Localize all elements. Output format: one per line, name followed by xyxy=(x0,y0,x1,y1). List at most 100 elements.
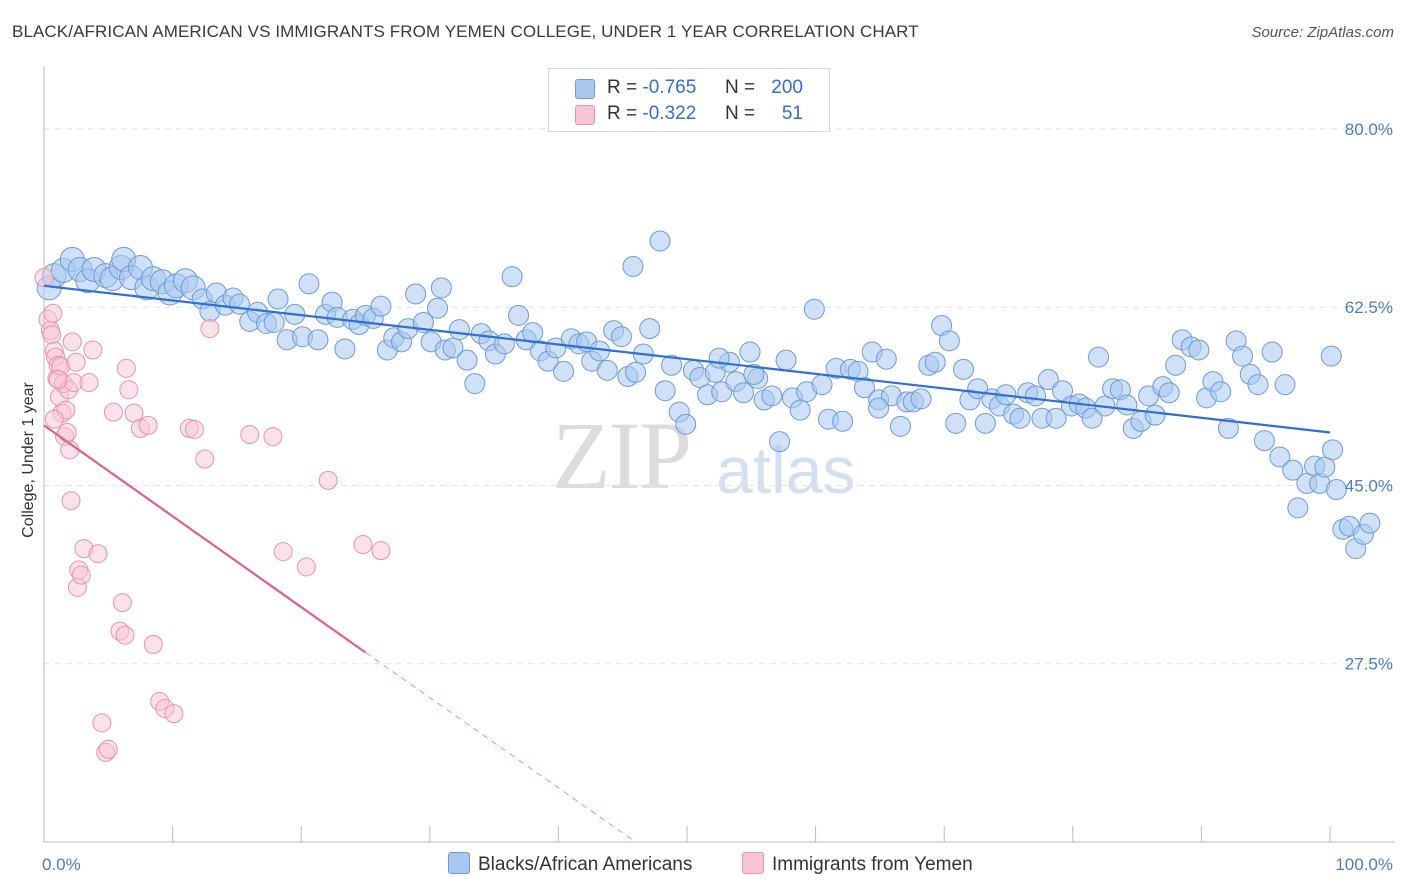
point-blacks xyxy=(1210,381,1232,403)
point-yemen xyxy=(42,325,62,345)
point-blacks xyxy=(622,255,644,277)
point-yemen xyxy=(164,704,184,724)
point-yemen xyxy=(184,419,204,439)
point-blacks xyxy=(739,341,761,363)
point-yemen xyxy=(83,340,103,360)
point-blacks xyxy=(464,373,486,395)
point-blacks xyxy=(1088,346,1110,368)
point-blacks xyxy=(267,288,289,310)
tick-labels: 80.0% 62.5% 45.0% 27.5% 0.0% 100.0% College, U… xyxy=(20,120,1393,874)
series-yemen-points xyxy=(34,268,391,762)
legend-r-value: -0.765 xyxy=(642,77,697,98)
point-yemen xyxy=(66,352,86,372)
point-blacks xyxy=(1261,341,1283,363)
point-blacks xyxy=(910,388,932,410)
point-blacks xyxy=(974,412,996,434)
point-blacks xyxy=(1144,404,1166,426)
point-yemen xyxy=(273,542,293,562)
trend-line-blacks xyxy=(43,284,1331,434)
legend-n-label: N = xyxy=(725,103,756,124)
legend-r-value: -0.322 xyxy=(642,103,697,124)
point-blacks xyxy=(448,319,470,341)
legend-swatch-pink xyxy=(575,105,595,125)
axes xyxy=(43,66,1395,843)
point-blacks xyxy=(501,266,523,288)
point-blacks xyxy=(522,322,544,344)
point-blacks xyxy=(1081,407,1103,429)
point-yemen xyxy=(43,303,63,323)
y-tick-label: 62.5% xyxy=(1345,298,1393,317)
point-blacks xyxy=(1287,497,1309,519)
point-blacks xyxy=(938,330,960,352)
point-yemen xyxy=(103,402,123,422)
legend-n-label: N = xyxy=(725,77,756,98)
point-yemen xyxy=(48,370,68,390)
legend-n-value: 200 xyxy=(771,77,803,98)
chart-title: BLACK/AFRICAN AMERICAN VS IMMIGRANTS FRO… xyxy=(12,22,919,41)
point-blacks xyxy=(1322,439,1344,461)
point-blacks xyxy=(875,348,897,370)
bottom-legend-label: Blacks/African Americans xyxy=(478,854,693,875)
point-blacks xyxy=(761,385,783,407)
point-blacks xyxy=(769,431,791,453)
point-yemen xyxy=(119,380,139,400)
trend-lines xyxy=(43,284,1331,843)
point-blacks xyxy=(1359,512,1381,534)
y-tick-label: 45.0% xyxy=(1345,476,1393,495)
point-blacks xyxy=(733,382,755,404)
point-blacks xyxy=(263,311,285,333)
point-blacks xyxy=(1282,459,1304,481)
point-blacks xyxy=(625,361,647,383)
legend-swatch-blue xyxy=(575,79,595,99)
trend-line-yemen xyxy=(43,424,367,654)
point-blacks xyxy=(952,358,974,380)
point-blacks xyxy=(832,410,854,432)
point-blacks xyxy=(610,326,632,348)
point-yemen xyxy=(88,544,108,564)
point-blacks xyxy=(789,399,811,421)
point-blacks xyxy=(803,298,825,320)
point-blacks xyxy=(1165,354,1187,376)
point-blacks xyxy=(1274,374,1296,396)
point-blacks xyxy=(924,351,946,373)
point-yemen xyxy=(79,373,99,393)
point-yemen xyxy=(61,491,81,511)
bottom-legend-swatch-pink xyxy=(742,852,764,874)
point-blacks xyxy=(334,338,356,360)
point-blacks xyxy=(553,360,575,382)
point-blacks xyxy=(307,329,329,351)
point-blacks xyxy=(868,397,890,419)
point-blacks xyxy=(639,318,661,340)
point-blacks xyxy=(1217,417,1239,439)
point-yemen xyxy=(353,535,373,555)
point-blacks xyxy=(708,347,730,369)
correlation-legend: R = -0.765 N = 200 R = -0.322 N = 51 xyxy=(548,68,830,132)
point-blacks xyxy=(430,277,452,299)
point-blacks xyxy=(675,413,697,435)
point-yemen xyxy=(98,739,118,759)
point-blacks xyxy=(1045,407,1067,429)
point-blacks xyxy=(661,354,683,376)
point-yemen xyxy=(57,422,77,442)
point-blacks xyxy=(456,349,478,371)
point-blacks xyxy=(427,297,449,319)
point-yemen xyxy=(34,268,54,288)
point-yemen xyxy=(263,427,283,447)
point-blacks xyxy=(1037,369,1059,391)
point-blacks xyxy=(1247,374,1269,396)
bottom-legend-yemen: Immigrants from Yemen xyxy=(742,852,973,876)
point-blacks xyxy=(945,412,967,434)
point-blacks xyxy=(1314,456,1336,478)
point-blacks xyxy=(775,349,797,371)
point-blacks xyxy=(811,374,833,396)
bottom-legend-blacks: Blacks/African Americans xyxy=(448,852,692,876)
point-blacks xyxy=(228,293,250,315)
source-credit: Source: ZipAtlas.com xyxy=(1251,24,1394,41)
legend-r-label: R = xyxy=(607,103,638,124)
point-yemen xyxy=(200,319,220,339)
point-blacks xyxy=(1325,479,1347,501)
point-yemen xyxy=(92,713,112,733)
point-blacks xyxy=(1188,339,1210,361)
point-blacks xyxy=(442,337,464,359)
